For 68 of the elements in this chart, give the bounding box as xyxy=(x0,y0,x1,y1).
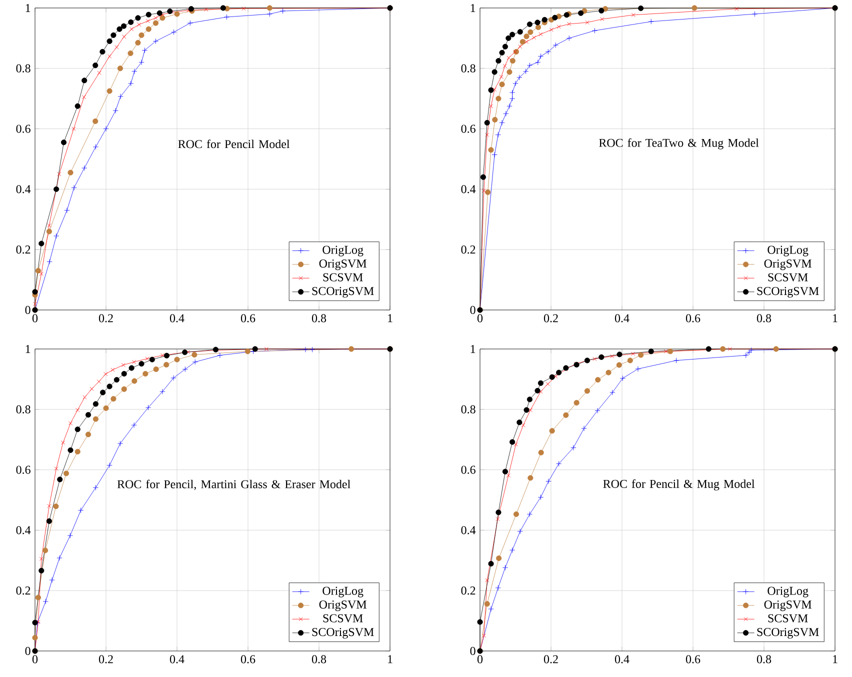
x-tick-label: 0 xyxy=(477,655,483,664)
y-tick-label: 1 xyxy=(470,345,476,353)
legend-label: SCSVM xyxy=(323,614,363,622)
x-tick-label: 1 xyxy=(833,655,838,664)
y-tick-label: 0.8 xyxy=(16,405,30,414)
x-tick-label: 0.6 xyxy=(240,314,256,322)
x-tick-label: 0.8 xyxy=(756,314,772,322)
y-tick-label: 0.6 xyxy=(16,124,30,133)
x-tick-label: 1 xyxy=(833,314,838,322)
y-tick-label: 0.4 xyxy=(461,526,476,534)
x-tick-label: 0.8 xyxy=(312,314,326,322)
legend-label: SCSVM xyxy=(323,273,363,282)
y-tick-label: 1 xyxy=(470,4,476,12)
y-tick-label: 1 xyxy=(26,345,30,353)
legend-label: SCSVM xyxy=(768,273,808,282)
text: ROC for Pencil Model xyxy=(178,140,290,148)
y-tick-label: 0.4 xyxy=(16,526,31,534)
y-tick-label: 0.8 xyxy=(461,405,476,414)
y-tick-label: 0.8 xyxy=(16,64,30,72)
legend-label: OrigLog xyxy=(322,586,364,598)
y-tick-label: 0.4 xyxy=(16,185,31,194)
y-tick-label: 0.8 xyxy=(461,64,476,72)
x-tick-label: 0.4 xyxy=(170,655,184,664)
x-tick-label: 0.4 xyxy=(170,314,184,322)
x-tick-label: 0.8 xyxy=(756,655,772,664)
x-tick-label: 1 xyxy=(388,314,392,322)
y-tick-label: 0.6 xyxy=(16,466,30,474)
legend-label: OrigLog xyxy=(768,246,808,256)
legend-label: OrigSVM xyxy=(764,260,812,270)
y-tick-label: 0.2 xyxy=(461,246,476,254)
legend-label: OrigSVM xyxy=(319,600,366,612)
x-tick-label: 0.6 xyxy=(686,314,700,322)
x-tick-label: 0.6 xyxy=(686,655,700,664)
x-tick-label: 0.2 xyxy=(544,655,558,664)
x-tick-label: 0.2 xyxy=(544,314,558,322)
y-tick-label: 0.2 xyxy=(16,586,30,595)
y-tick-label: 0 xyxy=(470,306,476,314)
y-tick-label: 0.2 xyxy=(16,246,30,254)
legend-label: OrigSVM xyxy=(319,260,366,270)
x-tick-label: 0.2 xyxy=(98,655,113,664)
x-tick-label: 0.2 xyxy=(98,314,113,322)
y-tick-label: 0 xyxy=(25,306,30,314)
legend-label: SCOrigSVM xyxy=(312,286,374,298)
text: ROC for Pencil, Martini Glass & Eraser Model xyxy=(117,480,350,490)
y-tick-label: 1 xyxy=(26,4,30,12)
legend-label: OrigSVM xyxy=(764,600,812,612)
legend-label: OrigLog xyxy=(768,586,808,598)
text: ROC for TeaTwo & Mug Model xyxy=(599,138,759,150)
x-tick-label: 0 xyxy=(32,655,38,664)
x-tick-label: 0.8 xyxy=(312,655,326,664)
x-tick-label: 0.4 xyxy=(614,655,630,664)
legend-label: OrigLog xyxy=(322,246,364,256)
y-tick-label: 0 xyxy=(470,646,476,656)
text: ROC for Pencil & Mug Model xyxy=(603,479,755,490)
legend-label: SCOrigSVM xyxy=(312,628,374,639)
x-tick-label: 0 xyxy=(477,314,483,322)
y-tick-label: 0.4 xyxy=(461,185,476,194)
x-tick-label: 1 xyxy=(388,655,392,664)
legend-label: SCOrigSVM xyxy=(757,286,819,298)
legend-label: SCOrigSVM xyxy=(757,628,819,639)
x-tick-label: 0.4 xyxy=(614,314,630,322)
y-tick-label: 0.6 xyxy=(461,466,476,474)
y-tick-label: 0.6 xyxy=(461,124,476,133)
y-tick-label: 0 xyxy=(25,646,30,656)
y-tick-label: 0.2 xyxy=(461,586,476,595)
x-tick-label: 0.6 xyxy=(240,655,256,664)
legend-label: SCSVM xyxy=(768,614,808,622)
x-tick-label: 0 xyxy=(32,314,38,322)
